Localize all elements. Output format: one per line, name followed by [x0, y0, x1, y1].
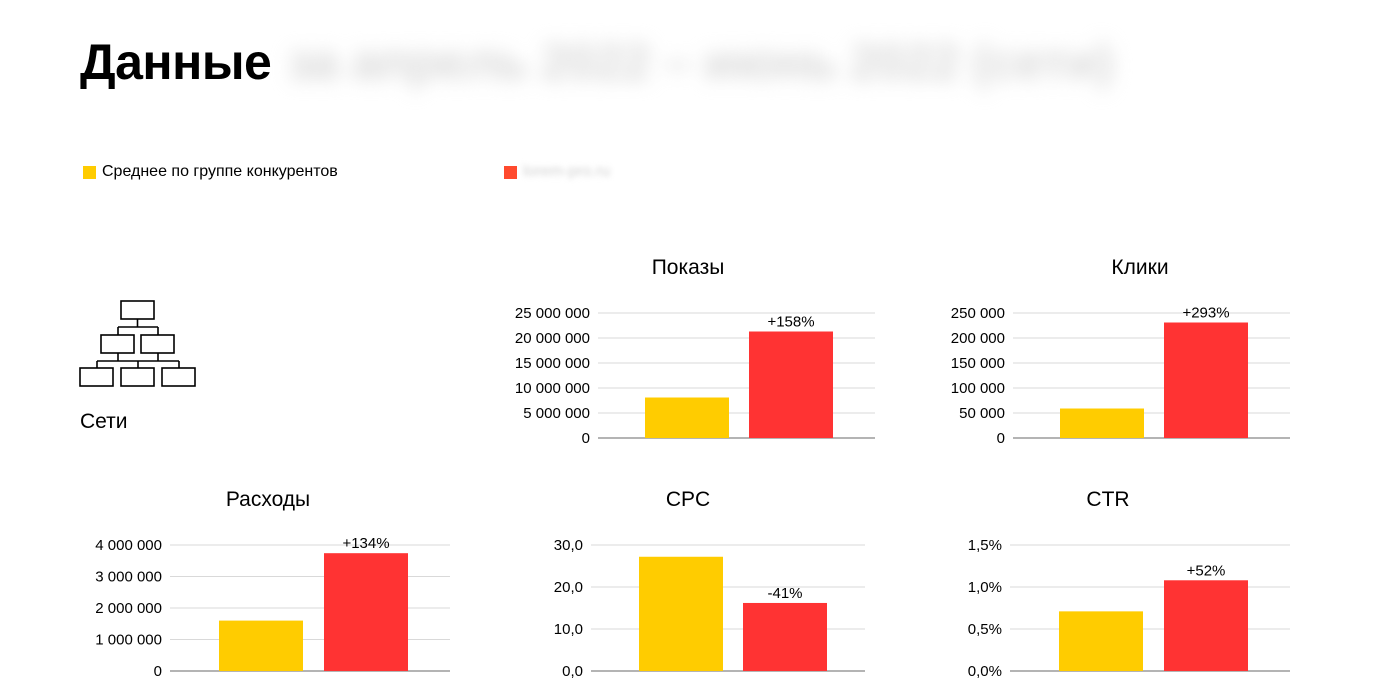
y-tick-label: 20,0	[554, 579, 583, 596]
y-tick-label: 1 000 000	[95, 632, 162, 649]
bar-site	[1164, 322, 1248, 438]
y-tick-label: 10 000 000	[515, 380, 590, 397]
change-annotation: -41%	[767, 585, 802, 602]
legend-item-competitors: Среднее по группе конкурентов	[83, 163, 338, 181]
y-tick-label: 150 000	[951, 355, 1005, 372]
chart-title: CTR	[1086, 488, 1129, 511]
page-title-main: Данные	[80, 34, 272, 90]
y-tick-label: 0	[154, 663, 162, 680]
chart-ctr: CTR 1,5% 1,0% 0,5% 0,0% +52%	[968, 488, 1290, 680]
chart-title: Расходы	[226, 488, 310, 511]
y-tick-label: 100 000	[951, 380, 1005, 397]
y-tick-label: 25 000 000	[515, 305, 590, 322]
bar-competitors	[639, 556, 723, 671]
legend-label-site: lorem-pro.ru	[523, 163, 611, 180]
y-tick-label: 0,0%	[968, 663, 1002, 680]
y-tick-label: 0	[582, 430, 590, 447]
chart-spend: Расходы 4 000 000 3 000 000 2 000 000 1 000 …	[95, 488, 450, 680]
legend-swatch-site	[504, 165, 517, 179]
y-tick-label: 50 000	[959, 405, 1005, 422]
bar-site	[1164, 580, 1248, 671]
y-tick-label: 2 000 000	[95, 600, 162, 617]
legend-item-site: lorem-pro.ru	[504, 163, 610, 181]
page-title-blurred-period: за апрель 2022 – июнь 2022 (сети)	[287, 34, 1114, 90]
y-tick-label: 10,0	[554, 621, 583, 638]
y-tick-label: 4 000 000	[95, 537, 162, 554]
y-tick-label: 0,5%	[968, 621, 1002, 638]
change-annotation: +158%	[767, 314, 814, 331]
y-tick-label: 0,0	[562, 663, 583, 680]
y-tick-label: 250 000	[951, 305, 1005, 322]
bar-site	[324, 553, 408, 671]
bar-competitors	[1060, 408, 1144, 438]
bar-competitors	[1059, 611, 1143, 671]
network-hierarchy-icon	[78, 299, 198, 394]
y-tick-label: 1,0%	[968, 579, 1002, 596]
chart-clicks: Клики 250 000 200 000 150 000 100 000 50 000 0…	[951, 256, 1290, 447]
bar-site	[743, 602, 827, 671]
y-tick-label: 5 000 000	[523, 405, 590, 422]
y-tick-label: 30,0	[554, 537, 583, 554]
y-tick-label: 1,5%	[968, 537, 1002, 554]
bar-competitors	[219, 620, 303, 671]
bar-competitors	[645, 397, 729, 438]
chart-impressions: Показы 25 000 000 20 000 000 15 000 000 10 0…	[515, 256, 875, 447]
chart-title: CPC	[666, 488, 710, 511]
legend-label-competitors: Среднее по группе конкурентов	[102, 163, 338, 180]
y-tick-label: 20 000 000	[515, 330, 590, 347]
bar-site	[749, 331, 833, 438]
change-annotation: +134%	[342, 535, 389, 552]
legend-swatch-competitors	[83, 165, 96, 179]
change-annotation: +52%	[1187, 562, 1226, 579]
chart-title: Показы	[652, 256, 725, 279]
y-tick-label: 200 000	[951, 330, 1005, 347]
change-annotation: +293%	[1182, 305, 1229, 322]
chart-cpc: CPC 30,0 20,0 10,0 0,0 -41%	[554, 488, 865, 680]
chart-title: Клики	[1111, 256, 1168, 279]
y-tick-label: 0	[997, 430, 1005, 447]
segment-label: Сети	[80, 410, 128, 433]
page-title: Данные за апрель 2022 – июнь 2022 (сети)	[80, 33, 1114, 91]
y-tick-label: 3 000 000	[95, 569, 162, 586]
y-tick-label: 15 000 000	[515, 355, 590, 372]
